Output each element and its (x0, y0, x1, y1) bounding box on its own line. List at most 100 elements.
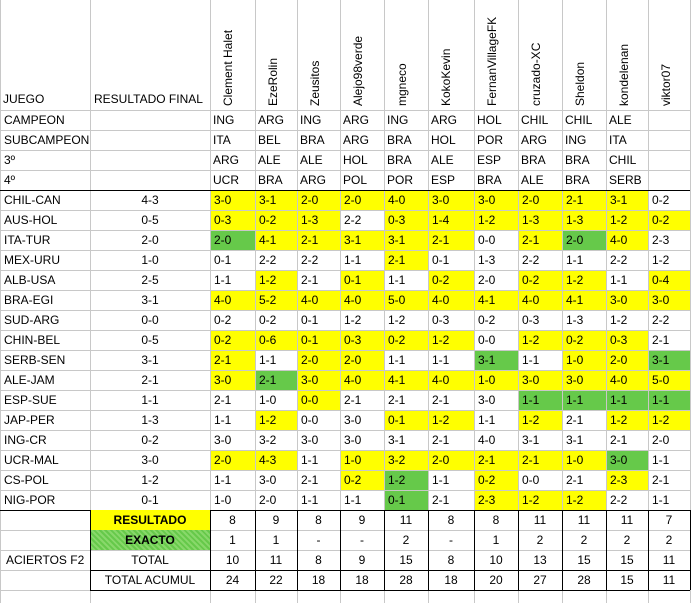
prediction-cell[interactable]: 2-0 (607, 351, 648, 370)
prediction-cell[interactable]: 2-2 (344, 213, 362, 227)
prediction-cell[interactable]: 1-0 (214, 493, 232, 507)
prediction-cell[interactable]: 4-0 (341, 291, 384, 310)
player-header[interactable]: Clement Halet (221, 29, 235, 106)
prediction-cell[interactable]: 2-1 (385, 251, 428, 270)
game-result[interactable]: 0-5 (141, 333, 159, 347)
prediction-cell[interactable]: 3-1 (475, 351, 518, 370)
game-name[interactable]: NIG-POR (4, 493, 56, 507)
game-name[interactable]: ING-CR (4, 433, 47, 447)
prediction-cell[interactable]: 2-0 (429, 451, 474, 470)
prediction-cell[interactable]: 1-1 (301, 453, 319, 467)
pick-cell[interactable]: ALE (300, 153, 323, 167)
summary-value[interactable]: 11 (399, 513, 413, 527)
prediction-cell[interactable]: 2-1 (214, 393, 232, 407)
prediction-cell[interactable]: 1-2 (475, 211, 518, 230)
prediction-cell[interactable]: 3-2 (259, 433, 277, 447)
summary-value[interactable]: 11 (533, 513, 547, 527)
prediction-cell[interactable]: 3-0 (649, 291, 690, 310)
prediction-cell[interactable]: 2-1 (432, 433, 450, 447)
summary-value[interactable]: 10 (489, 553, 503, 567)
prediction-cell[interactable]: 0-2 (214, 313, 232, 327)
prediction-cell[interactable]: 2-2 (610, 253, 628, 267)
prediction-cell[interactable]: 2-1 (256, 371, 297, 390)
summary-value[interactable]: 1 (229, 533, 236, 547)
prediction-cell[interactable]: 4-1 (563, 291, 606, 310)
prediction-cell[interactable]: 1-1 (610, 273, 628, 287)
prediction-cell[interactable]: 0-0 (301, 413, 319, 427)
prediction-cell[interactable]: 0-0 (478, 333, 496, 347)
prediction-cell[interactable]: 1-1 (344, 253, 362, 267)
prediction-cell[interactable]: 4-0 (298, 291, 340, 310)
prediction-cell[interactable]: 0-1 (298, 331, 340, 350)
prediction-cell[interactable]: 0-2 (478, 313, 496, 327)
pick-cell[interactable]: CHIL (565, 113, 593, 127)
summary-value[interactable]: 9 (272, 513, 280, 527)
prediction-cell[interactable]: 1-1 (301, 493, 319, 507)
pick-cell[interactable]: ITA (213, 133, 231, 147)
prediction-cell[interactable]: 0-2 (385, 331, 428, 350)
summary-value[interactable]: 13 (533, 553, 547, 567)
game-name[interactable]: CS-POL (4, 473, 49, 487)
prediction-cell[interactable]: 2-3 (607, 471, 648, 490)
prediction-cell[interactable]: 2-1 (519, 451, 562, 470)
prediction-cell[interactable]: 3-0 (563, 371, 606, 390)
prediction-cell[interactable]: 1-1 (259, 353, 277, 367)
prediction-cell[interactable]: 2-1 (211, 351, 255, 370)
prediction-cell[interactable]: 0-2 (475, 471, 518, 490)
prediction-cell[interactable]: 0-1 (341, 271, 384, 290)
game-name[interactable]: JAP-PER (4, 413, 55, 427)
summary-value[interactable]: 11 (269, 553, 283, 567)
prediction-cell[interactable]: 1-2 (519, 411, 562, 430)
prediction-cell[interactable]: 2-1 (301, 273, 319, 287)
summary-value[interactable]: 1 (272, 533, 280, 547)
summary-label[interactable]: TOTAL ACUMUL (104, 573, 196, 587)
pick-cell[interactable]: ALE (431, 153, 454, 167)
game-result[interactable]: 3-1 (141, 353, 159, 367)
prediction-cell[interactable]: 2-0 (563, 231, 606, 250)
prediction-cell[interactable]: 1-1 (652, 493, 670, 507)
prediction-cell[interactable]: 2-1 (301, 473, 319, 487)
prediction-cell[interactable]: 0-2 (429, 271, 474, 290)
summary-value[interactable]: - (316, 533, 321, 547)
header-juego[interactable]: JUEGO (3, 92, 45, 106)
prediction-cell[interactable]: 0-6 (256, 331, 297, 350)
summary-value[interactable]: 2 (665, 533, 673, 547)
prediction-cell[interactable]: 1-1 (344, 493, 362, 507)
game-name[interactable]: UCR-MAL (4, 453, 59, 467)
prediction-cell[interactable]: 1-1 (652, 453, 670, 467)
prediction-cell[interactable]: 0-0 (522, 473, 540, 487)
prediction-cell[interactable]: 2-0 (341, 351, 384, 370)
pick-cell[interactable]: BRA (477, 173, 502, 187)
player-header[interactable]: EzeRolin (266, 57, 280, 106)
pick-cell[interactable]: HOL (343, 153, 368, 167)
prediction-cell[interactable]: 0-2 (652, 193, 670, 207)
summary-value[interactable]: 7 (665, 513, 673, 527)
prediction-cell[interactable]: 0-2 (519, 271, 562, 290)
pick-cell[interactable]: BRA (521, 153, 546, 167)
prediction-cell[interactable]: 1-4 (429, 211, 474, 230)
prediction-cell[interactable]: 0-3 (341, 331, 384, 350)
game-result[interactable]: 4-3 (141, 193, 159, 207)
prediction-cell[interactable]: 0-2 (259, 313, 277, 327)
prediction-cell[interactable]: 2-1 (652, 473, 670, 487)
prediction-cell[interactable]: 1-2 (429, 411, 474, 430)
pick-cell[interactable]: SERB (609, 173, 642, 187)
prediction-cell[interactable]: 0-3 (211, 211, 255, 230)
summary-value[interactable]: 15 (577, 553, 591, 567)
prediction-cell[interactable]: 5-2 (256, 291, 297, 310)
summary-value[interactable]: 8 (315, 513, 322, 527)
summary-label[interactable]: TOTAL (131, 553, 169, 567)
pick-cell[interactable]: ING (565, 133, 587, 147)
pick-cell[interactable]: ARG (300, 173, 327, 187)
prediction-cell[interactable]: 4-1 (475, 291, 518, 310)
pick-label[interactable]: 4º (4, 173, 16, 187)
prediction-cell[interactable]: 3-0 (211, 191, 255, 210)
prediction-cell[interactable]: 0-1 (432, 253, 450, 267)
game-result[interactable]: 1-0 (141, 253, 159, 267)
prediction-cell[interactable]: 2-1 (298, 231, 340, 250)
prediction-cell[interactable]: 2-1 (432, 493, 450, 507)
prediction-cell[interactable]: 1-2 (256, 271, 297, 290)
prediction-cell[interactable]: 1-1 (214, 273, 232, 287)
prediction-cell[interactable]: 1-3 (563, 211, 606, 230)
pick-cell[interactable] (648, 150, 690, 170)
